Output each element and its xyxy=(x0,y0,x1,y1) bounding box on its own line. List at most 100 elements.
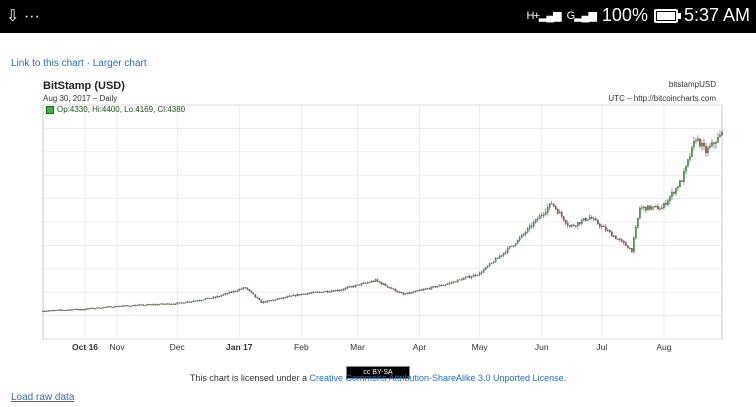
candle-body xyxy=(54,310,56,312)
cc-license-badge[interactable]: cc BY-SA xyxy=(346,366,410,379)
candle-body xyxy=(524,232,527,235)
candle-body xyxy=(100,307,102,310)
candle-body xyxy=(488,263,491,267)
candle-body xyxy=(699,138,701,147)
candle-body xyxy=(258,298,261,301)
candle-body xyxy=(709,145,711,149)
candle-body xyxy=(707,147,709,154)
candle-body xyxy=(590,217,593,219)
candle-body xyxy=(234,290,237,292)
ohlc-values: Op:4330, Hi:4400, Lo:4169, Cl:4380 xyxy=(57,105,186,114)
candle-body xyxy=(384,283,387,286)
x-tick-label: Nov xyxy=(110,342,126,352)
candle-body xyxy=(398,291,401,293)
candle-body xyxy=(224,293,227,295)
candle-body xyxy=(144,304,146,306)
candle-body xyxy=(60,309,62,311)
chart-svg: 0500100015002000250030003500400045005000… xyxy=(42,104,723,352)
candle-body xyxy=(554,206,557,210)
candle-body xyxy=(570,224,573,227)
x-tick-label: May xyxy=(472,342,489,352)
candle-body xyxy=(516,240,519,244)
candle-body xyxy=(663,203,665,208)
candle-body xyxy=(152,304,154,306)
candle-body xyxy=(316,291,319,293)
candle-body xyxy=(370,281,373,283)
larger-chart-link[interactable]: Larger chart xyxy=(92,58,147,69)
candle-body xyxy=(546,207,549,213)
candle-body xyxy=(180,302,183,304)
link-to-chart[interactable]: Link to this chart xyxy=(11,58,84,69)
candle-body xyxy=(320,291,323,293)
candle-body xyxy=(550,203,553,205)
candle-body xyxy=(661,207,663,210)
candle-body xyxy=(342,289,345,291)
candle-body xyxy=(52,310,54,312)
candle-body xyxy=(492,262,495,264)
candle-body xyxy=(460,279,463,281)
candle-body xyxy=(621,239,623,242)
candle-body xyxy=(222,294,225,296)
candle-body xyxy=(476,274,479,276)
candle-body xyxy=(562,216,565,221)
candle-body xyxy=(502,252,505,256)
candle-body xyxy=(390,287,393,289)
candle-body xyxy=(560,212,563,217)
candle-body xyxy=(102,307,104,309)
candle-body xyxy=(532,222,535,227)
license-link[interactable]: Creative Commons Attribution-ShareAlike … xyxy=(309,373,564,383)
candle-body xyxy=(424,288,427,290)
candle-body xyxy=(416,290,419,292)
candle-body xyxy=(667,200,669,205)
x-tick-label: Apr xyxy=(413,342,426,352)
candle-body xyxy=(158,304,160,306)
candle-body xyxy=(296,294,299,297)
candle-body xyxy=(58,309,60,311)
candle-body xyxy=(464,277,467,279)
candle-body xyxy=(308,293,311,295)
candle-body xyxy=(118,306,120,308)
candle-body xyxy=(600,225,603,228)
candle-body xyxy=(629,248,631,250)
candle-body xyxy=(673,192,675,194)
candle-body xyxy=(588,217,591,220)
candle-body xyxy=(432,286,435,288)
candle-body xyxy=(639,207,641,219)
load-raw-data-link[interactable]: Load raw data xyxy=(11,392,75,403)
candle-body xyxy=(122,305,124,307)
candle-body xyxy=(572,224,575,226)
candle-body xyxy=(120,305,122,307)
candle-body xyxy=(356,284,359,286)
candle-body xyxy=(82,309,84,311)
candle-body xyxy=(250,290,253,293)
candle-body xyxy=(136,304,138,307)
candle-body xyxy=(607,230,609,232)
candle-body xyxy=(230,291,233,293)
candle-body xyxy=(288,295,291,297)
candle-body xyxy=(88,308,90,310)
candle-body xyxy=(76,308,78,310)
candle-body xyxy=(252,292,255,295)
candle-body xyxy=(574,225,577,227)
candle-body xyxy=(138,304,140,306)
candle-body xyxy=(450,282,453,284)
candle-body xyxy=(206,297,209,299)
candle-body xyxy=(615,235,617,239)
candle-body xyxy=(188,301,191,303)
candle-body xyxy=(330,290,333,292)
candle-body xyxy=(106,306,108,308)
candle-body xyxy=(96,307,98,309)
candle-body xyxy=(504,252,507,254)
candle-body xyxy=(86,308,88,310)
candle-body xyxy=(436,286,439,288)
candle-body xyxy=(134,305,136,307)
candle-body xyxy=(468,276,471,278)
candle-body xyxy=(617,238,619,240)
license-text: This chart is licensed under a Creative … xyxy=(189,373,567,383)
candle-body xyxy=(366,282,369,284)
candle-body xyxy=(396,291,399,293)
x-tick-label: Jan 17 xyxy=(226,342,253,352)
candle-body xyxy=(196,300,199,302)
candle-body xyxy=(198,300,201,302)
candle-body xyxy=(260,299,263,304)
